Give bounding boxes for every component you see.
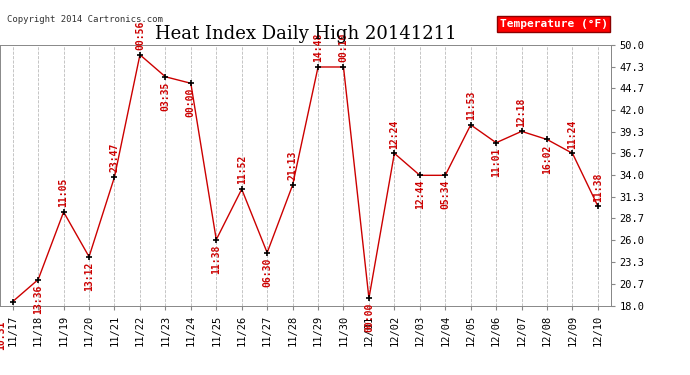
Text: 11:05: 11:05: [59, 178, 68, 207]
Text: 11:38: 11:38: [211, 244, 221, 274]
Text: 06:30: 06:30: [262, 258, 272, 287]
Text: 11:01: 11:01: [491, 147, 501, 177]
Text: 12:18: 12:18: [517, 97, 526, 127]
Text: 03:35: 03:35: [160, 81, 170, 111]
Text: 00:00: 00:00: [186, 88, 196, 117]
Text: 16:02: 16:02: [542, 144, 552, 174]
Text: 14:48: 14:48: [313, 33, 323, 62]
Text: 00:00: 00:00: [364, 303, 374, 332]
Text: 11:38: 11:38: [593, 172, 603, 201]
Text: 11:53: 11:53: [466, 91, 475, 120]
Text: 11:52: 11:52: [237, 155, 247, 184]
Title: Heat Index Daily High 20141211: Heat Index Daily High 20141211: [155, 26, 456, 44]
Text: 12:24: 12:24: [389, 119, 400, 148]
Text: Temperature (°F): Temperature (°F): [500, 19, 608, 29]
Text: Copyright 2014 Cartronics.com: Copyright 2014 Cartronics.com: [7, 15, 163, 24]
Text: 10:31: 10:31: [0, 321, 7, 350]
Text: 23:47: 23:47: [110, 143, 119, 172]
Text: 11:24: 11:24: [567, 119, 578, 148]
Text: 13:36: 13:36: [33, 284, 43, 314]
Text: 13:12: 13:12: [84, 261, 94, 291]
Text: 00:10: 00:10: [339, 33, 348, 62]
Text: 00:56: 00:56: [135, 21, 145, 50]
Text: 12:44: 12:44: [415, 180, 425, 210]
Text: 21:13: 21:13: [288, 151, 297, 180]
Text: 05:34: 05:34: [440, 180, 451, 210]
